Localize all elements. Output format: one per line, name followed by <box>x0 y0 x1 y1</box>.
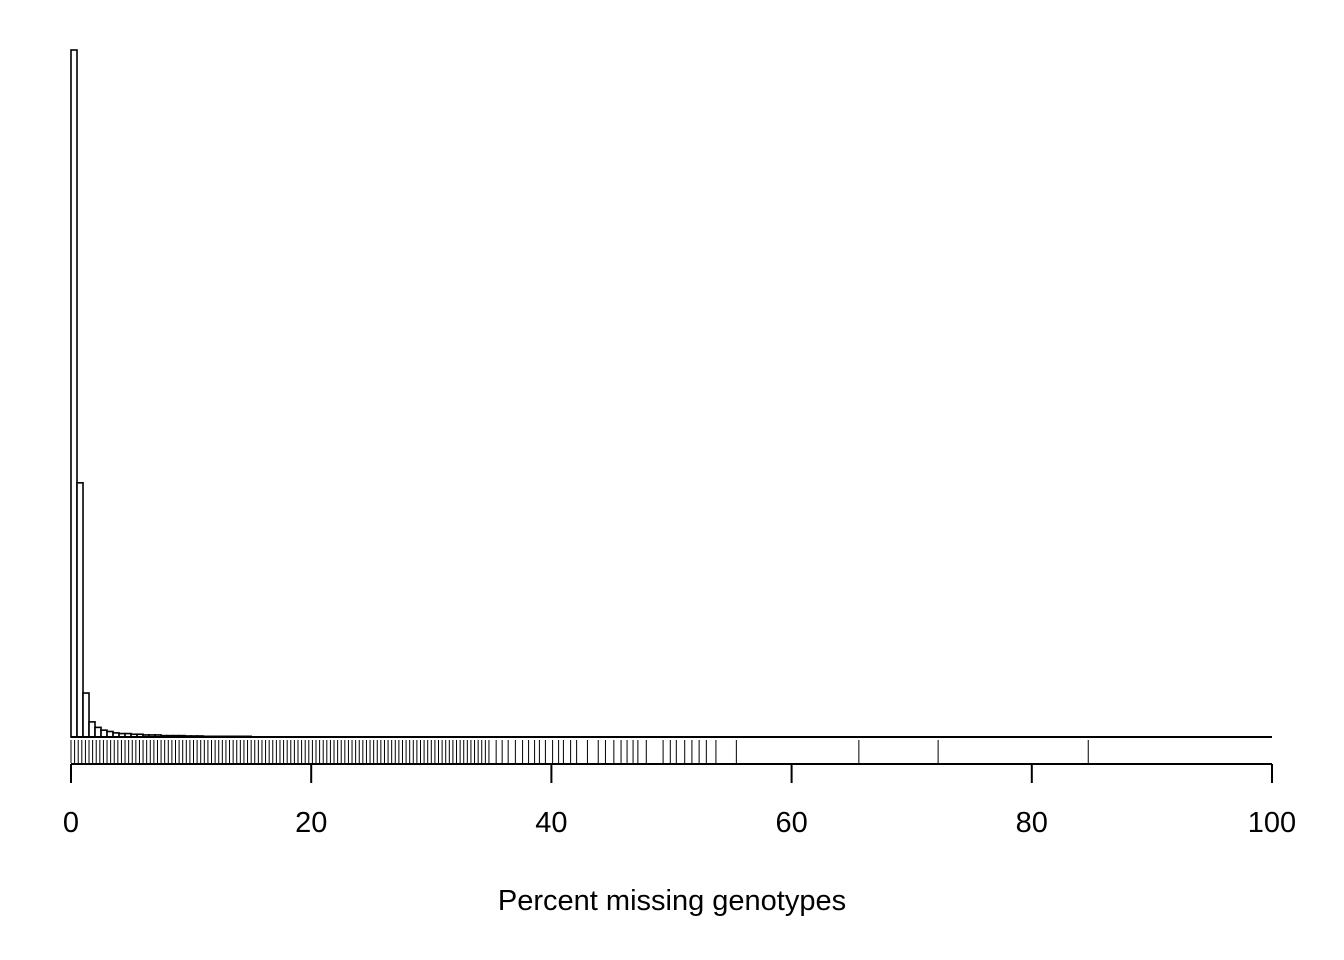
x-tick-label: 0 <box>63 807 79 839</box>
histogram-bar <box>88 721 96 738</box>
x-tick-label: 20 <box>295 807 327 839</box>
histogram-bar <box>100 729 108 738</box>
x-axis-title: Percent missing genotypes <box>498 885 846 917</box>
x-tick-label: 40 <box>535 807 567 839</box>
x-tick-label: 60 <box>775 807 807 839</box>
x-tick-label: 100 <box>1248 807 1296 839</box>
x-axis-ticks: 0 20 40 60 80 100 <box>63 764 1296 839</box>
histogram-bar <box>70 49 78 738</box>
histogram-bar <box>82 692 90 738</box>
histogram-bar <box>76 482 84 738</box>
x-axis: 0 20 40 60 80 100 <box>63 763 1296 839</box>
rug-marks <box>70 740 1089 763</box>
x-tick-label: 80 <box>1016 807 1048 839</box>
histogram-bar <box>94 726 102 738</box>
histogram-bars <box>70 49 252 738</box>
